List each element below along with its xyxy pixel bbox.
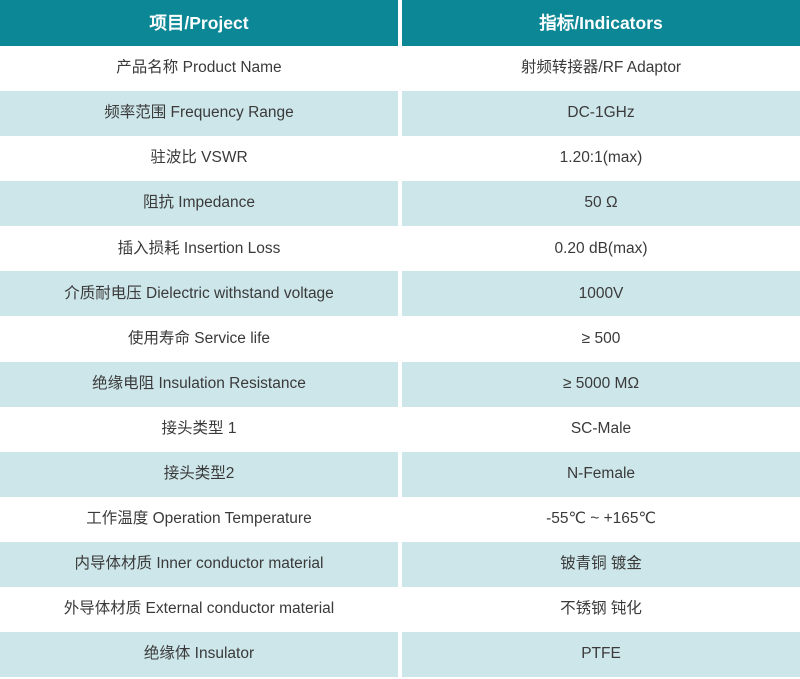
table-row: 介质耐电压 Dielectric withstand voltage 1000V — [0, 271, 800, 317]
indicator-cell: 铍青铜 镀金 — [402, 541, 800, 587]
table-row: 频率范围 Frequency Range DC-1GHz — [0, 91, 800, 137]
project-cell: 内导体材质 Inner conductor material — [0, 541, 398, 587]
column-divider — [398, 406, 402, 452]
indicator-cell: PTFE — [402, 631, 800, 677]
column-divider — [398, 316, 402, 362]
column-divider — [398, 181, 402, 227]
project-cell: 接头类型 1 — [0, 406, 398, 452]
header-indicators: 指标/Indicators — [402, 0, 800, 46]
project-cell: 工作温度 Operation Temperature — [0, 496, 398, 542]
indicator-cell: 1.20:1(max) — [402, 136, 800, 182]
column-divider — [398, 451, 402, 497]
table-row: 内导体材质 Inner conductor material 铍青铜 镀金 — [0, 541, 800, 587]
project-cell: 接头类型2 — [0, 451, 398, 497]
table-row: 接头类型 1 SC-Male — [0, 406, 800, 452]
column-divider — [398, 586, 402, 632]
table-row: 插入损耗 Insertion Loss 0.20 dB(max) — [0, 226, 800, 272]
table-row: 驻波比 VSWR 1.20:1(max) — [0, 136, 800, 182]
table-row: 使用寿命 Service life ≥ 500 — [0, 316, 800, 362]
column-divider — [398, 361, 402, 407]
project-cell: 插入损耗 Insertion Loss — [0, 226, 398, 272]
project-cell: 绝缘电阻 Insulation Resistance — [0, 361, 398, 407]
table-row: 绝缘电阻 Insulation Resistance ≥ 5000 MΩ — [0, 361, 800, 407]
project-cell: 外导体材质 External conductor material — [0, 586, 398, 632]
column-divider — [398, 631, 402, 677]
column-divider — [398, 496, 402, 542]
column-divider — [398, 541, 402, 587]
indicator-cell: ≥ 5000 MΩ — [402, 361, 800, 407]
column-divider — [398, 91, 402, 137]
table-row: 产品名称 Product Name 射频转接器/RF Adaptor — [0, 46, 800, 92]
project-cell: 使用寿命 Service life — [0, 316, 398, 362]
indicator-cell: N-Female — [402, 451, 800, 497]
column-divider — [398, 46, 402, 92]
column-divider — [398, 271, 402, 317]
project-cell: 介质耐电压 Dielectric withstand voltage — [0, 271, 398, 317]
table-header-row: 项目/Project 指标/Indicators — [0, 0, 800, 46]
project-cell: 产品名称 Product Name — [0, 46, 398, 92]
column-divider — [398, 226, 402, 272]
project-cell: 驻波比 VSWR — [0, 136, 398, 182]
indicator-cell: DC-1GHz — [402, 91, 800, 137]
project-cell: 频率范围 Frequency Range — [0, 91, 398, 137]
table-row: 阻抗 Impedance 50 Ω — [0, 181, 800, 227]
table-row: 接头类型2 N-Female — [0, 451, 800, 497]
column-divider — [398, 0, 402, 46]
project-cell: 阻抗 Impedance — [0, 181, 398, 227]
indicator-cell: ≥ 500 — [402, 316, 800, 362]
indicator-cell: 射频转接器/RF Adaptor — [402, 46, 800, 92]
indicator-cell: 1000V — [402, 271, 800, 317]
column-divider — [398, 136, 402, 182]
header-project: 项目/Project — [0, 0, 398, 46]
indicator-cell: 不锈钢 钝化 — [402, 586, 800, 632]
indicator-cell: 0.20 dB(max) — [402, 226, 800, 272]
indicator-cell: 50 Ω — [402, 181, 800, 227]
table-row: 工作温度 Operation Temperature -55℃ ~ +165℃ — [0, 496, 800, 542]
project-cell: 绝缘体 Insulator — [0, 631, 398, 677]
table-row: 外导体材质 External conductor material 不锈钢 钝化 — [0, 586, 800, 632]
indicator-cell: SC-Male — [402, 406, 800, 452]
indicator-cell: -55℃ ~ +165℃ — [402, 496, 800, 542]
table-row: 绝缘体 Insulator PTFE — [0, 631, 800, 677]
